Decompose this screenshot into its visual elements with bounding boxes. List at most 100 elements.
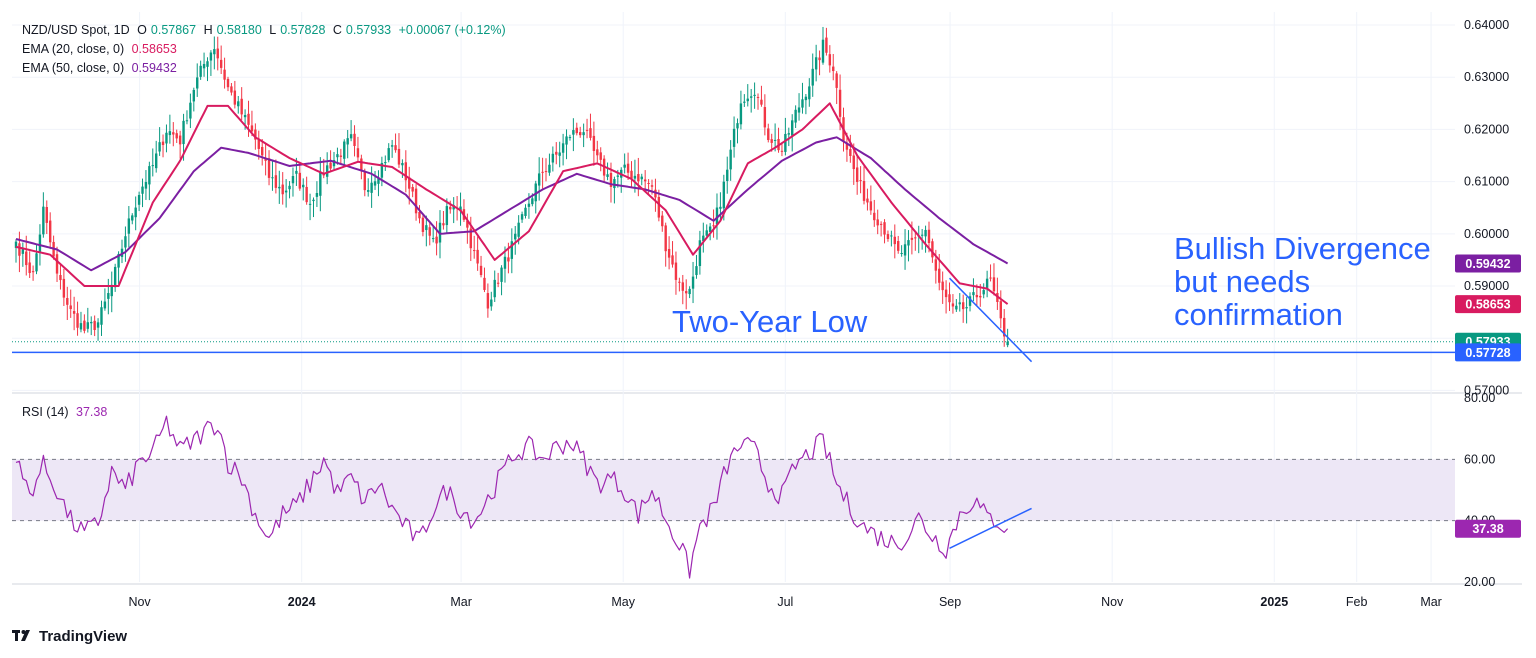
candle-body [418, 211, 421, 219]
candle-body [380, 162, 384, 178]
low-label: L [269, 23, 277, 37]
candle-body [397, 148, 401, 165]
candle-body [459, 206, 462, 212]
candle-body [31, 271, 35, 273]
candle-body [96, 322, 100, 328]
candle-body [131, 215, 134, 221]
candle-body [346, 138, 349, 145]
candle-body [688, 288, 691, 295]
candle-body [637, 174, 640, 182]
candle-body [582, 132, 585, 136]
candle-body [992, 277, 996, 292]
candle-body [295, 170, 298, 174]
candle-body [25, 251, 28, 266]
candle-body [151, 165, 154, 167]
candle-body [961, 302, 965, 310]
candle-body [503, 256, 507, 269]
time-tick-label: Jul [777, 595, 793, 609]
candle-body [172, 132, 175, 135]
ema50-legend[interactable]: EMA (50, close, 0) 0.59432 [22, 61, 181, 75]
open-value: 0.57867 [150, 23, 197, 37]
candle-body [808, 86, 811, 100]
candle-body [616, 175, 620, 177]
candle-body [1006, 341, 1009, 346]
candle-body [124, 236, 127, 248]
candle-body [315, 193, 319, 197]
candle-body [736, 123, 739, 129]
candle-body [158, 142, 161, 152]
candle-body [411, 186, 414, 192]
candle-body [534, 183, 537, 202]
candle-body [479, 265, 483, 276]
candle-body [69, 305, 72, 310]
candle-body [45, 207, 48, 223]
candle-body [664, 225, 667, 252]
candle-body [185, 120, 189, 122]
rsi-value-tag-label: 37.38 [1472, 522, 1503, 536]
candle-body [787, 133, 790, 135]
candle-body [941, 281, 944, 291]
candle-body [117, 253, 120, 268]
candle-body [336, 154, 339, 158]
candle-body [161, 141, 165, 146]
candle-body [284, 190, 288, 193]
candle-body [756, 96, 760, 98]
candle-body [428, 227, 431, 236]
candle-body [544, 171, 548, 173]
candle-body [370, 182, 373, 193]
candle-body [230, 86, 233, 93]
candle-body [845, 142, 849, 150]
candle-body [442, 223, 445, 226]
candle-body [28, 262, 31, 274]
close-value: 0.57933 [345, 23, 392, 37]
candle-body [739, 103, 743, 125]
candle-body [425, 225, 428, 231]
price-tick-label: 0.60000 [1464, 227, 1509, 241]
candle-body [250, 125, 254, 132]
time-tick-label: 2025 [1260, 595, 1288, 609]
candle-body [698, 240, 702, 267]
candle-body [192, 89, 196, 102]
candle-body [985, 278, 989, 288]
candle-body [55, 254, 59, 274]
candle-body [968, 296, 972, 306]
candle-body [21, 249, 25, 254]
candle-body [862, 180, 866, 201]
ema20-line [15, 102, 1009, 305]
candle-body [849, 149, 852, 156]
ema20-label: EMA (20, close, 0) [22, 42, 125, 56]
price-tick-label: 0.62000 [1464, 122, 1509, 136]
candle-body [927, 229, 931, 243]
candle-body [527, 203, 531, 207]
candle-body [288, 185, 291, 190]
divergence-line-1: Bullish Divergence [1174, 231, 1431, 266]
tradingview-branding[interactable]: TradingView [12, 628, 127, 645]
candle-body [948, 294, 951, 303]
ema20-legend[interactable]: EMA (20, close, 0) 0.58653 [22, 42, 181, 56]
candle-body [924, 229, 927, 237]
two-year-low-annotation[interactable]: Two-Year Low [672, 304, 868, 339]
candle-body [938, 268, 941, 283]
candle-body [760, 99, 763, 105]
candle-body [592, 135, 596, 151]
candle-body [609, 172, 613, 187]
rsi-divergence-trendline [949, 507, 1032, 549]
candle-body [83, 320, 86, 331]
price-tag-label: 0.58653 [1465, 298, 1510, 312]
candle-body [367, 190, 370, 192]
candle-body [42, 206, 45, 235]
candle-body [329, 162, 332, 169]
candle-body [86, 322, 90, 329]
candle-body [466, 220, 469, 228]
divergence-annotation[interactable]: Bullish Divergence but needs confirmatio… [1174, 232, 1431, 331]
candle-body [828, 54, 832, 66]
rsi-legend[interactable]: RSI (14) 37.38 [22, 405, 111, 419]
candle-body [900, 253, 903, 255]
candle-body [859, 180, 862, 182]
candle-body [141, 186, 144, 194]
rsi-band [12, 459, 1455, 521]
time-tick-label: Mar [450, 595, 472, 609]
candle-body [165, 132, 168, 144]
candle-body [343, 141, 346, 159]
